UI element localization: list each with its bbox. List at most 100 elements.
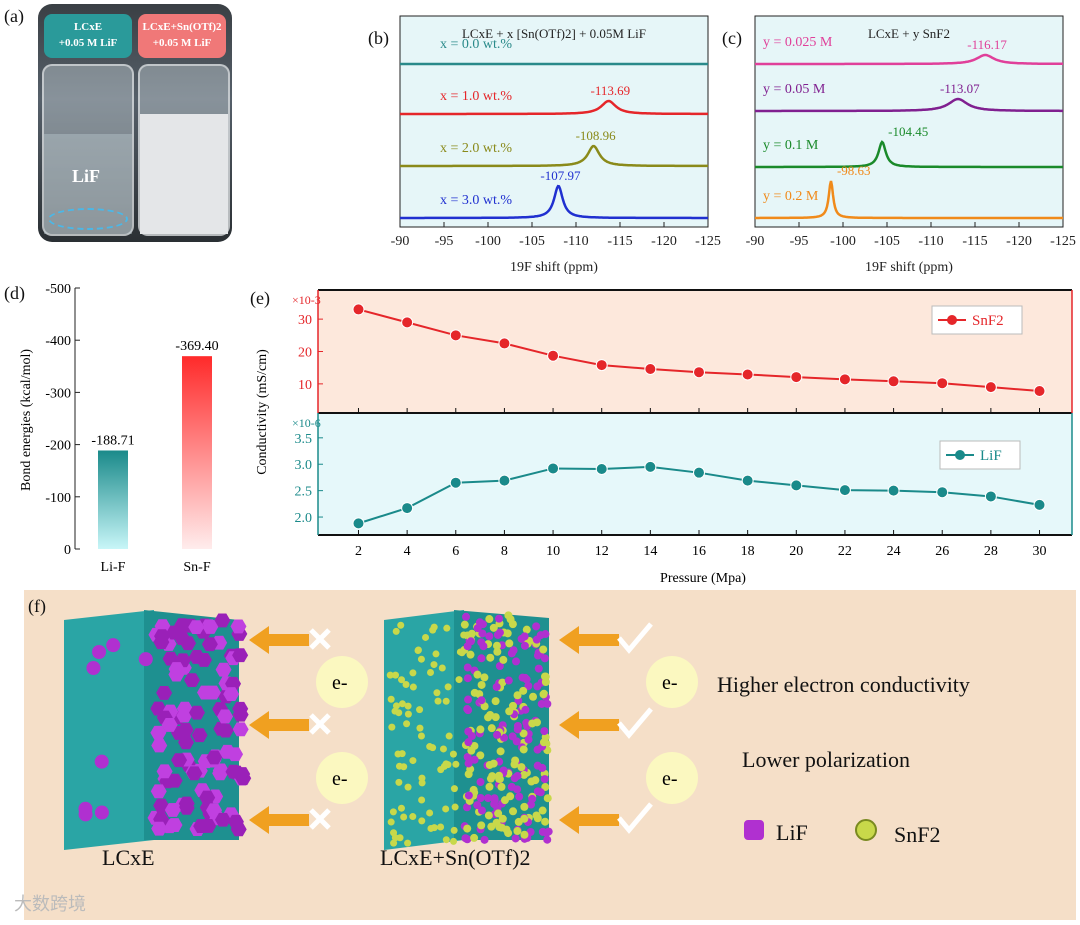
snf2-particle: [404, 702, 412, 710]
x-tick-label: 26: [935, 544, 949, 559]
particle: [484, 794, 493, 803]
vial-tag-left: LCxE +0.05 M LiF: [44, 14, 132, 58]
particle: [493, 647, 502, 656]
snf2-particle: [434, 697, 442, 705]
peak-label: -113.69: [591, 83, 631, 98]
lif-particle: [166, 818, 183, 832]
particle: [463, 753, 472, 762]
particle: [480, 835, 489, 844]
data-point: [498, 474, 511, 487]
lif-particle: [199, 790, 216, 805]
snf2-particle: [387, 818, 395, 826]
lif-particle: [183, 673, 200, 688]
chart-title: LCxE + x [Sn(OTf)2] + 0.05M LiF: [462, 26, 646, 41]
particle: [492, 818, 501, 827]
snf2-particle: [426, 809, 434, 817]
snf2-particle: [404, 839, 412, 847]
spectrum-line: [755, 140, 1063, 169]
x-tick-label: 30: [1033, 544, 1047, 559]
lif-particle: [193, 819, 210, 834]
peak-label: -116.17: [967, 37, 1007, 52]
data-point: [1033, 498, 1046, 511]
lif-particle: [227, 747, 244, 762]
lif-particle: [166, 625, 183, 640]
particle: [477, 806, 486, 815]
peak-label: -104.45: [888, 124, 928, 139]
x-axis-title: 19F shift (ppm): [865, 260, 953, 275]
snf2-particle: [398, 700, 406, 708]
particle: [504, 676, 513, 685]
particle: [473, 801, 482, 810]
snf2-particle: [426, 743, 434, 751]
particle: [495, 771, 504, 780]
snf2-particle: [390, 839, 398, 847]
lif-particle: [177, 735, 194, 750]
particle: [508, 620, 517, 629]
particle: [477, 821, 486, 830]
spectrum-line: [755, 53, 1063, 66]
bar-li-f: [98, 450, 128, 549]
y-axis-title: Conductivity (mS/cm): [255, 349, 270, 475]
snf2-particle: [417, 655, 425, 663]
particle: [464, 791, 473, 800]
particle: [478, 629, 487, 638]
particle: [464, 759, 473, 768]
snf2-particle: [430, 824, 438, 832]
particle: [461, 834, 470, 843]
snf2-particle: [397, 804, 405, 812]
lif-particle: [106, 638, 121, 653]
lif-particle: [78, 807, 93, 822]
lif-particle: [86, 661, 101, 676]
particle: [539, 738, 548, 747]
x-tick-label: -100: [475, 234, 501, 249]
particle: [543, 699, 552, 708]
particle: [492, 682, 501, 691]
particle: [520, 641, 529, 650]
cross-icon: [309, 713, 331, 735]
panel-label-a: (a): [4, 6, 24, 26]
data-point: [547, 462, 560, 475]
legend-lif-icon: [744, 820, 764, 840]
particle: [539, 690, 548, 699]
snf2-particle: [450, 826, 458, 834]
x-tick-label: -120: [1006, 234, 1032, 249]
particle: [477, 696, 486, 705]
snf2-particle: [450, 837, 458, 845]
x-axis-title: Pressure (Mpa): [660, 571, 746, 586]
particle: [538, 827, 547, 836]
particle: [533, 682, 542, 691]
data-point: [352, 303, 365, 316]
electron-label: e-: [332, 672, 348, 694]
x-tick-label: -115: [962, 234, 987, 249]
mixed-particles: [386, 611, 553, 847]
snf2-particle: [432, 650, 440, 658]
x-tick-label: -115: [607, 234, 632, 249]
text-higher-conductivity: Higher electron conductivity: [717, 672, 970, 697]
data-point: [984, 490, 997, 503]
x-tick-label: -95: [790, 234, 809, 249]
x-tick-label: -125: [1050, 234, 1076, 249]
series-label: y = 0.1 M: [763, 138, 819, 153]
snf2-particle: [395, 709, 403, 717]
vial-photo: LCxE +0.05 M LiF LCxE+Sn(OTf)2 +0.05 M LiF…: [38, 4, 232, 242]
particle: [537, 699, 546, 708]
snf2-particle: [400, 813, 408, 821]
x-tick-label: -110: [563, 234, 588, 249]
lif-particle: [150, 725, 167, 740]
particle: [540, 654, 549, 663]
charts-canvas: -90 -95 -100 -105 -110 -115 -120 -125 19F shift …: [19, 15, 1076, 586]
lif-particle: [154, 629, 171, 644]
lif-particle: [188, 620, 205, 635]
snf2-particle: [442, 697, 450, 705]
check-icon: [617, 802, 653, 834]
particle: [485, 615, 494, 624]
snf2-particle: [409, 683, 417, 691]
particle: [513, 725, 522, 734]
particle: [543, 835, 552, 844]
electron-circle: [646, 752, 698, 804]
lif-particle: [204, 685, 221, 700]
lif-particle: [171, 753, 188, 768]
electron-label: e-: [662, 672, 678, 694]
particle: [520, 632, 529, 641]
particle: [480, 673, 489, 682]
